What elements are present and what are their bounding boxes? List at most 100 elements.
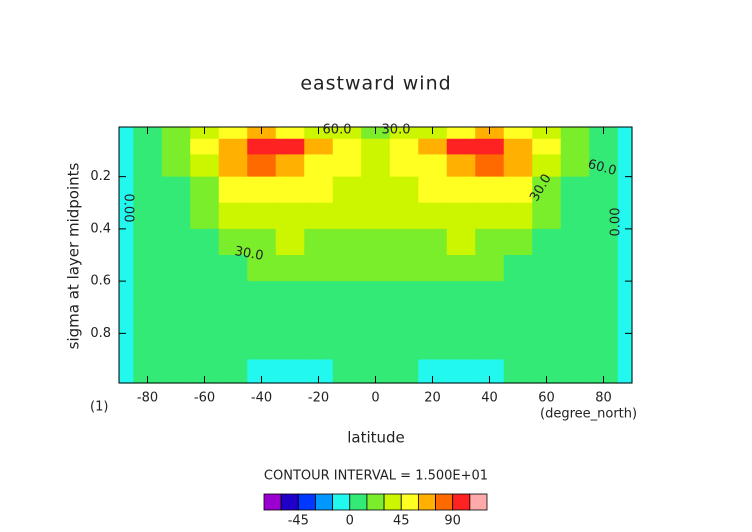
contour-cell — [332, 255, 362, 282]
contour-cell — [275, 228, 305, 256]
x-tick-label: 0 — [371, 391, 379, 406]
contour-cell — [560, 202, 590, 230]
contour-cell — [560, 281, 590, 308]
contour-cell — [275, 281, 305, 308]
contour-cell — [418, 307, 448, 334]
y-tick-label: 0.4 — [90, 221, 111, 236]
colorbar-box — [332, 493, 351, 511]
contour-cell — [361, 333, 391, 361]
contour-cell — [532, 228, 562, 256]
contour-cell — [119, 138, 134, 156]
contour-cell — [275, 154, 305, 178]
contour-cell — [446, 154, 476, 178]
contour-cell — [475, 138, 505, 156]
y-axis-label: sigma at layer midpoints — [65, 162, 83, 349]
contour-cell — [503, 138, 533, 156]
contour-cell — [389, 333, 419, 361]
contour-cell — [389, 307, 419, 334]
contour-cell — [532, 281, 562, 308]
contour-label: 0.00 — [609, 208, 624, 237]
y-tick-label: 0.8 — [90, 326, 111, 341]
colorbar-box — [435, 493, 454, 511]
contour-cell — [332, 333, 362, 361]
x-tick-label: -20 — [308, 391, 329, 406]
contour-cell — [161, 176, 191, 204]
contour-cell — [275, 127, 305, 140]
contour-cell — [503, 359, 533, 384]
contour-cell — [247, 228, 277, 256]
x-tick-label: -60 — [194, 391, 215, 406]
colorbar-label: -45 — [288, 514, 309, 529]
contour-cell — [332, 307, 362, 334]
contour-cell — [418, 281, 448, 308]
contour-cell — [475, 255, 505, 282]
contour-cell — [560, 154, 590, 178]
contour-cell — [389, 154, 419, 178]
contour-cell — [589, 333, 619, 361]
contour-cell — [560, 307, 590, 334]
contour-cell — [133, 281, 163, 308]
contour-cell — [133, 307, 163, 334]
contour-cell — [446, 333, 476, 361]
contour-cell — [190, 333, 220, 361]
contour-cell — [475, 281, 505, 308]
contour-cell — [389, 202, 419, 230]
contour-cell — [560, 228, 590, 256]
contour-cell — [247, 333, 277, 361]
contour-cell — [446, 359, 476, 384]
contour-cell — [218, 359, 248, 384]
contour-cell — [304, 255, 334, 282]
contour-cell — [247, 202, 277, 230]
contour-cell — [532, 176, 562, 204]
contour-cell — [446, 138, 476, 156]
contour-cell — [304, 228, 334, 256]
contour-label: 60.0 — [323, 123, 352, 138]
contour-cell — [446, 202, 476, 230]
x-tick-label: 60 — [538, 391, 555, 406]
contour-label: 30.0 — [233, 244, 264, 264]
contour-cell — [332, 138, 362, 156]
contour-cell — [361, 202, 391, 230]
contour-cell — [617, 255, 633, 282]
contour-cell — [361, 255, 391, 282]
contour-cell — [247, 281, 277, 308]
contour-cell — [332, 176, 362, 204]
x-tick-label: 80 — [595, 391, 612, 406]
contour-cell — [361, 228, 391, 256]
colorbar-box — [297, 493, 316, 511]
contour-cell — [119, 176, 134, 204]
contour-cell — [275, 359, 305, 384]
contour-cell — [475, 307, 505, 334]
contour-cell — [418, 255, 448, 282]
contour-cell — [503, 202, 533, 230]
contour-cell — [532, 307, 562, 334]
contour-cell — [560, 255, 590, 282]
contour-cell — [475, 333, 505, 361]
contour-label: 30.0 — [382, 123, 411, 138]
contour-cell — [304, 307, 334, 334]
colorbar-box — [383, 493, 402, 511]
contour-cell — [332, 154, 362, 178]
contour-cell — [218, 138, 248, 156]
contour-cell — [161, 255, 191, 282]
colorbar-box — [366, 493, 385, 511]
contour-cell — [389, 255, 419, 282]
colorbar-label: 45 — [393, 514, 410, 529]
contour-cell — [161, 228, 191, 256]
contour-cell — [361, 176, 391, 204]
colorbar-label: 0 — [346, 514, 354, 529]
contour-interval: CONTOUR INTERVAL = 1.500E+01 — [264, 469, 488, 484]
contour-cell — [503, 307, 533, 334]
contour-cell — [532, 154, 562, 178]
contour-cell — [161, 154, 191, 178]
contour-cell — [589, 228, 619, 256]
contour-cell — [190, 307, 220, 334]
contour-cell — [503, 176, 533, 204]
contour-cell — [389, 138, 419, 156]
contour-cell — [617, 138, 633, 156]
x-tick-label: -40 — [251, 391, 272, 406]
contour-cell — [161, 202, 191, 230]
contour-cell — [119, 359, 134, 384]
contour-cell — [275, 176, 305, 204]
